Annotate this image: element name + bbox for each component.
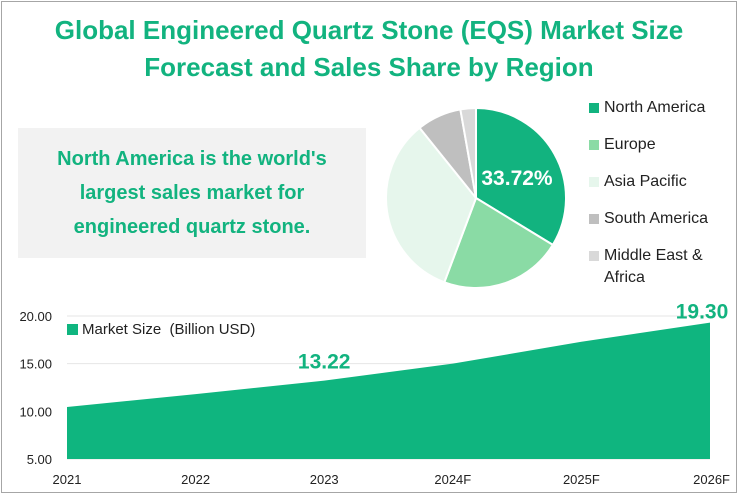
x-tick-label: 2024F [434,472,471,487]
legend-swatch [589,214,599,224]
x-tick-label: 2026F [693,472,730,487]
legend-label: South America [604,210,709,227]
y-tick-label: 5.00 [27,452,52,467]
y-tick-label: 20.00 [19,309,52,324]
title-line-2: Forecast and Sales Share by Region [144,52,594,82]
x-tick-label: 2023 [310,472,339,487]
legend-swatch [589,140,599,150]
legend-label-market-size: Market Size (Billion USD) [82,321,255,338]
x-tick-label: 2025F [563,472,600,487]
area-data-label: 13.22 [298,351,351,374]
y-tick-label: 15.00 [19,357,52,372]
pie-slice-middle-east-africa [459,106,477,199]
pie-slice-asia-pacific [385,126,478,284]
pie-legend: North America Europe Asia Pacific South Ame… [589,97,724,286]
legend-label: Asia Pacific [604,173,687,190]
area-market-size [67,322,710,459]
callout-text: North America is the world's largest sal… [57,148,327,238]
y-tick-label: 10.00 [19,404,52,419]
legend-item: Middle East & Africa [589,245,724,286]
legend-item: South America [589,208,724,245]
pie-slice-europe [443,196,555,289]
title-line-1: Global Engineered Quartz Stone (EQS) Mar… [54,15,684,45]
callout-box: North America is the world's largest sal… [18,128,366,258]
chart-title: Global Engineered Quartz Stone (EQS) Mar… [0,12,738,86]
legend-item: North America [589,97,724,134]
legend-label: Europe [604,136,656,153]
legend-label: North America [604,99,706,116]
legend-swatch-market-size [67,324,78,335]
legend-item: Asia Pacific [589,171,724,208]
area-data-label: 19.30 [676,301,729,324]
legend-swatch [589,251,599,261]
legend-item: Europe [589,134,724,171]
x-tick-label: 2022 [181,472,210,487]
pie-data-label: 33.72% [481,167,553,190]
x-tick-label: 2021 [53,472,82,487]
legend-label: Middle East & Africa [604,247,703,286]
legend-swatch [589,103,599,113]
legend-swatch [589,177,599,187]
